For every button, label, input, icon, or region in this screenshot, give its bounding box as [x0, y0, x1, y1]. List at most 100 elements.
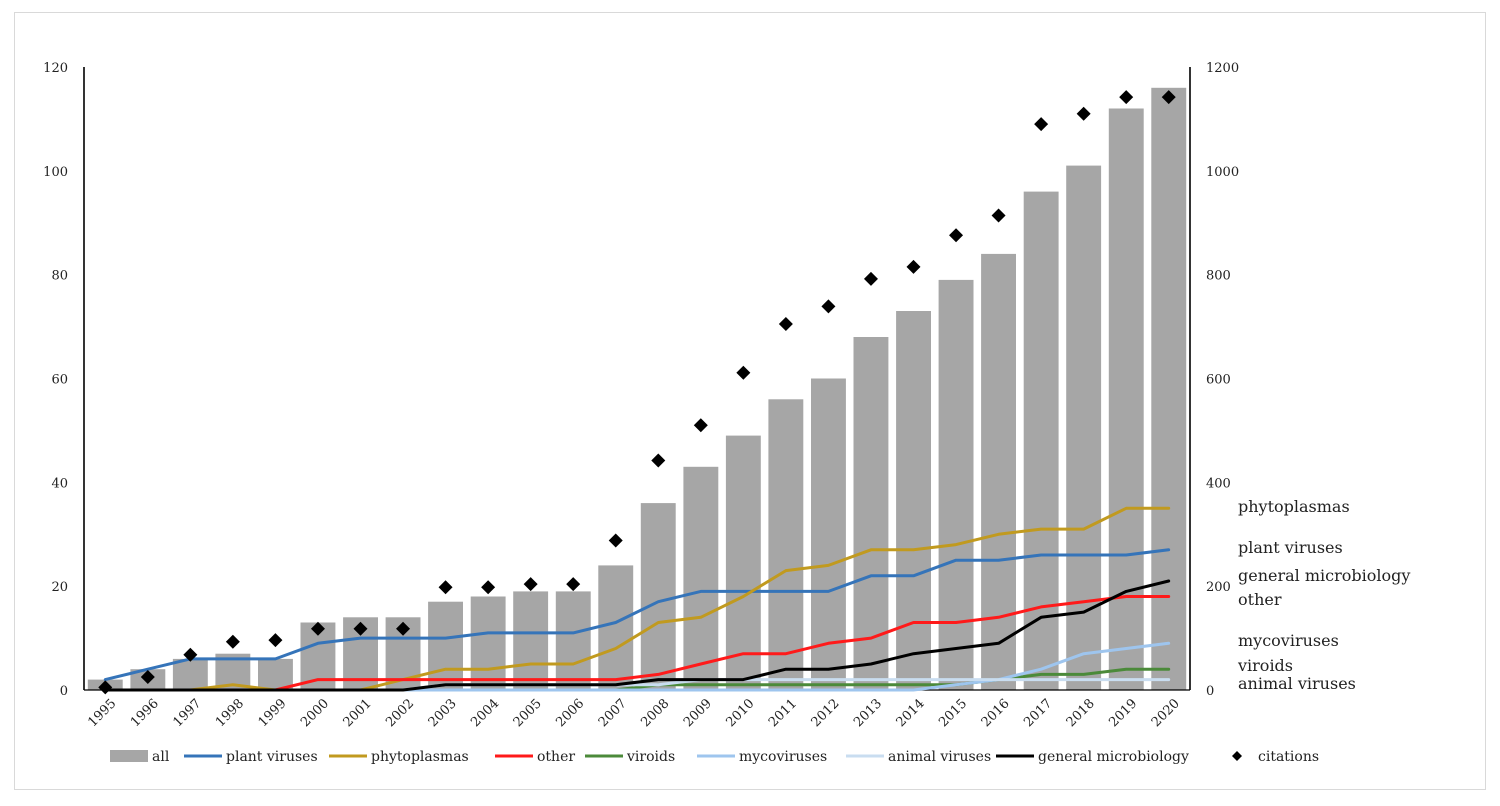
bar-all-1997 — [172, 658, 208, 690]
right-tick-label-600: 600 — [1206, 373, 1231, 388]
bar-all-2005 — [513, 591, 549, 690]
x-tick-label-2009: 2009 — [681, 696, 715, 730]
bar-all-2012 — [811, 378, 846, 690]
x-tick-label-2011: 2011 — [766, 696, 800, 730]
bar-all-2019 — [1108, 108, 1144, 690]
x-tick-label-1995: 1995 — [85, 696, 119, 730]
citations-marker-2008 — [651, 453, 666, 468]
citations-marker-2002 — [396, 621, 411, 636]
bar-all-2020 — [1151, 87, 1187, 691]
citations-marker-1999 — [268, 633, 283, 648]
x-tick-label-2003: 2003 — [426, 696, 460, 730]
citations-marker-2014 — [906, 259, 921, 274]
bar-all-2004 — [470, 596, 506, 690]
bar-all-2003 — [428, 601, 463, 690]
end-label-general-microbiology: general microbiology — [1238, 566, 1410, 585]
x-tick-label-2005: 2005 — [511, 696, 545, 730]
citations-marker-2007 — [608, 533, 623, 548]
x-tick-label-1996: 1996 — [128, 696, 162, 730]
citations-marker-2015 — [949, 228, 964, 243]
bar-all-2013 — [853, 337, 889, 690]
chart-frame — [14, 12, 1486, 790]
bar-all-2016 — [981, 253, 1016, 690]
legend-label-plant-viruses: plant viruses — [226, 749, 318, 765]
series-line-plant-viruses — [103, 548, 1171, 682]
right-tick-label-400: 400 — [1206, 476, 1231, 491]
end-label-animal-viruses: animal viruses — [1238, 674, 1356, 693]
citations-marker-2004 — [481, 580, 496, 595]
citations-marker-2020 — [1161, 90, 1176, 105]
citations-marker-2001 — [353, 621, 368, 636]
x-tick-label-1998: 1998 — [213, 696, 247, 730]
x-tick-label-2018: 2018 — [1064, 696, 1098, 730]
bar-all-2006 — [555, 591, 591, 690]
left-tick-label-40: 40 — [51, 476, 68, 491]
right-tick-label-200: 200 — [1206, 580, 1231, 595]
end-label-phytoplasmas: phytoplasmas — [1238, 497, 1350, 516]
citations-marker-1998 — [225, 634, 240, 649]
legend-label-all: all — [152, 749, 170, 765]
x-tick-label-2010: 2010 — [723, 696, 757, 730]
x-tick-label-2015: 2015 — [936, 696, 970, 730]
legend-label-mycoviruses: mycoviruses — [739, 749, 827, 765]
end-label-other: other — [1238, 590, 1282, 609]
bar-all-2014 — [896, 311, 931, 690]
x-tick-label-2017: 2017 — [1021, 696, 1055, 730]
left-tick-label-120: 120 — [43, 61, 68, 76]
citations-marker-2000 — [310, 621, 325, 636]
x-tick-label-1999: 1999 — [256, 696, 290, 730]
x-tick-label-2007: 2007 — [596, 696, 630, 730]
legend-label-general-microbiology: general microbiology — [1038, 749, 1189, 765]
bar-all-2015 — [938, 279, 974, 690]
citations-marker-2017 — [1034, 117, 1049, 132]
left-tick-label-20: 20 — [51, 580, 68, 595]
legend-label-viroids: viroids — [626, 749, 675, 765]
end-label-plant-viruses: plant viruses — [1238, 538, 1343, 557]
x-tick-label-2019: 2019 — [1106, 696, 1140, 730]
bar-all-2011 — [768, 399, 804, 690]
left-tick-label-100: 100 — [43, 165, 68, 180]
x-tick-label-2000: 2000 — [298, 696, 332, 730]
bar-all-2009 — [683, 466, 719, 690]
x-tick-label-2014: 2014 — [894, 696, 928, 730]
x-tick-label-1997: 1997 — [170, 696, 204, 730]
bar-all-1999 — [258, 658, 293, 690]
citations-marker-1995 — [98, 680, 113, 695]
legend-swatch-all — [110, 750, 148, 762]
series-line-general-microbiology — [103, 579, 1171, 692]
citations-marker-2003 — [438, 580, 453, 595]
legend-swatch-citations — [1232, 751, 1242, 761]
citations-marker-2016 — [991, 208, 1006, 223]
citations-marker-2018 — [1076, 106, 1091, 121]
right-tick-label-1200: 1200 — [1206, 61, 1239, 76]
end-label-viroids: viroids — [1237, 656, 1293, 675]
x-tick-label-2013: 2013 — [851, 696, 885, 730]
right-tick-label-0: 0 — [1206, 684, 1214, 699]
legend-label-other: other — [537, 749, 575, 765]
left-tick-label-0: 0 — [60, 684, 68, 699]
x-tick-label-2002: 2002 — [383, 696, 417, 730]
citations-marker-2019 — [1119, 90, 1134, 105]
x-tick-label-2004: 2004 — [468, 696, 502, 730]
x-tick-label-2006: 2006 — [553, 696, 587, 730]
citations-marker-2013 — [863, 271, 878, 286]
left-tick-label-60: 60 — [51, 373, 68, 388]
citations-marker-1997 — [183, 647, 198, 662]
citations-marker-2009 — [693, 418, 708, 433]
citations-marker-2012 — [821, 299, 836, 314]
series-line-other — [103, 595, 1171, 692]
x-tick-label-2001: 2001 — [341, 696, 375, 730]
bar-all-2007 — [598, 565, 634, 690]
end-label-mycoviruses: mycoviruses — [1238, 631, 1339, 650]
bar-all-2008 — [640, 503, 676, 690]
left-tick-label-80: 80 — [51, 269, 68, 284]
legend-label-citations: citations — [1258, 749, 1319, 765]
x-tick-label-2012: 2012 — [809, 696, 843, 730]
citations-marker-2006 — [566, 577, 581, 592]
right-tick-label-1000: 1000 — [1206, 165, 1239, 180]
x-tick-label-2020: 2020 — [1149, 696, 1183, 730]
bar-all-2010 — [725, 435, 761, 690]
legend-label-phytoplasmas: phytoplasmas — [371, 749, 469, 765]
citations-marker-2005 — [523, 577, 538, 592]
